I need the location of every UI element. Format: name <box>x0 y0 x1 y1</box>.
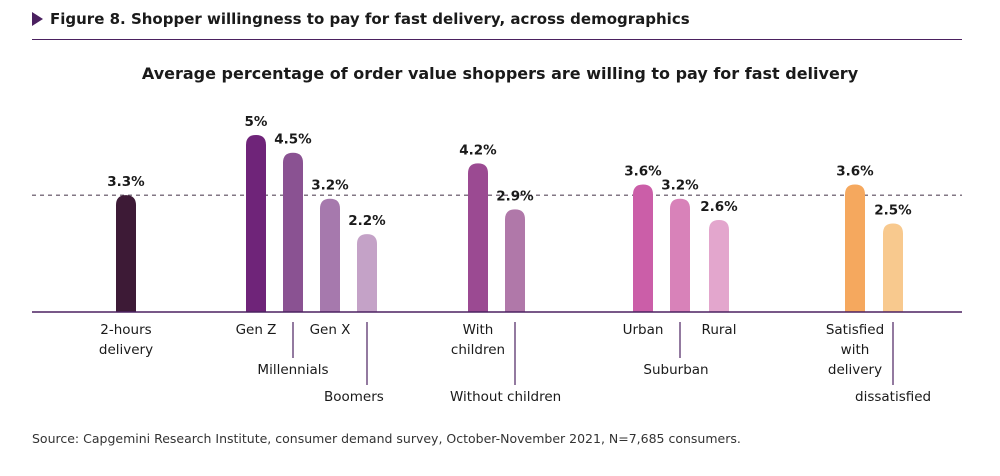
category-label-gen-x: Gen X <box>310 322 351 338</box>
category-label-millennials: Millennials <box>257 362 328 378</box>
category-label-urban: Urban <box>623 322 664 338</box>
value-label-gen-z: 5% <box>245 114 268 130</box>
bar-2-hours-delivery <box>116 195 136 312</box>
value-label-dissatisfied: 2.5% <box>874 203 912 219</box>
header-divider <box>32 39 962 40</box>
bar-suburban <box>670 198 690 312</box>
category-label-2-hours-delivery: 2-hours delivery <box>99 322 153 358</box>
category-label-suburban: Suburban <box>643 362 708 378</box>
triangle-marker-icon <box>32 12 43 26</box>
figure-header: Figure 8. Shopper willingness to pay for… <box>32 8 690 30</box>
bar-gen-x <box>320 198 340 312</box>
value-label-suburban: 3.2% <box>661 178 699 194</box>
bar-boomers <box>357 234 377 312</box>
category-label-without-children: Without children <box>450 389 561 405</box>
value-label-gen-x: 3.2% <box>311 178 349 194</box>
bar-dissatisfied <box>883 223 903 312</box>
value-label-urban: 3.6% <box>624 164 662 180</box>
category-label-gen-z: Gen Z <box>236 322 277 338</box>
bar-gen-z <box>246 135 266 312</box>
category-label-dissatisfied: dissatisfied <box>855 389 931 405</box>
value-label-rural: 2.6% <box>700 199 738 215</box>
value-label-satisfied-with-delivery: 3.6% <box>836 164 874 180</box>
bar-without-children <box>505 209 525 312</box>
bar-millennials <box>283 152 303 312</box>
value-label-without-children: 2.9% <box>496 188 534 204</box>
value-label-millennials: 4.5% <box>274 132 312 148</box>
category-label-satisfied-with-delivery: Satisfied with delivery <box>826 322 884 378</box>
value-label-2-hours-delivery: 3.3% <box>107 174 145 190</box>
bar-urban <box>633 184 653 312</box>
bar-with-children <box>468 163 488 312</box>
category-label-boomers: Boomers <box>324 389 384 405</box>
chart-title: Average percentage of order value shoppe… <box>141 64 859 83</box>
bar-satisfied-with-delivery <box>845 184 865 312</box>
source-note: Source: Capgemini Research Institute, co… <box>32 431 741 446</box>
bar-rural <box>709 219 729 312</box>
value-label-with-children: 4.2% <box>459 142 497 158</box>
category-label-with-children: With children <box>451 322 505 358</box>
figure-title: Figure 8. Shopper willingness to pay for… <box>50 10 690 28</box>
category-label-rural: Rural <box>702 322 737 338</box>
value-label-boomers: 2.2% <box>348 213 386 229</box>
